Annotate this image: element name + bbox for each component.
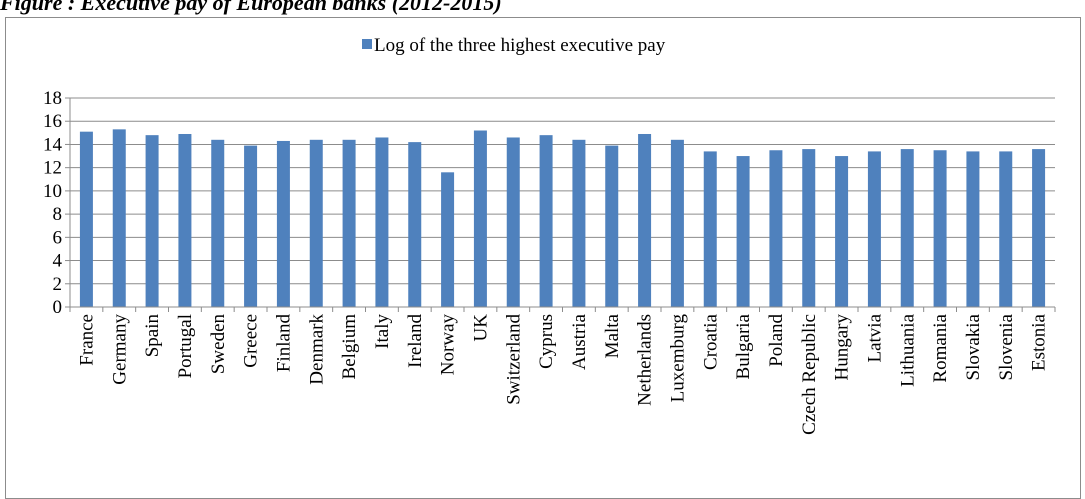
y-tick-label: 4 bbox=[53, 251, 63, 272]
x-tick-label: Germany bbox=[109, 314, 130, 385]
bar-hungary bbox=[835, 156, 849, 307]
bar-uk bbox=[473, 130, 487, 307]
bar-finland bbox=[276, 140, 290, 307]
bar-latvia bbox=[867, 151, 881, 307]
bar-romania bbox=[933, 150, 947, 307]
x-tick-label: Slovakia bbox=[963, 313, 984, 380]
x-tick-label: Luxemburg bbox=[667, 314, 688, 403]
x-tick-label: Greece bbox=[241, 314, 262, 368]
bar-slovakia bbox=[966, 151, 980, 307]
x-tick-label: Lithuania bbox=[897, 313, 918, 386]
x-axis: France Germany Spain Portugal Sweden Greece Fi… bbox=[69, 306, 1056, 435]
x-tick-label: Italy bbox=[372, 314, 393, 349]
bar-germany bbox=[112, 129, 126, 307]
bar-poland bbox=[769, 150, 783, 307]
x-tick-label: Austria bbox=[569, 313, 590, 370]
bar-slovenia bbox=[999, 151, 1013, 307]
bar-portugal bbox=[178, 133, 192, 307]
x-tick-label: Netherlands bbox=[635, 314, 656, 406]
x-tick-label: Estonia bbox=[1029, 313, 1050, 371]
bar-france bbox=[79, 131, 93, 307]
legend-swatch bbox=[362, 39, 372, 49]
y-tick-label: 2 bbox=[53, 274, 63, 295]
bar-sweden bbox=[211, 139, 225, 307]
x-tick-label: UK bbox=[470, 314, 491, 342]
x-tick-label: Denmark bbox=[306, 314, 327, 385]
x-tick-label: France bbox=[76, 314, 97, 366]
x-tick-label: Belgium bbox=[339, 314, 360, 380]
bar-croatia bbox=[703, 151, 717, 307]
y-tick-label: 6 bbox=[53, 227, 63, 248]
bar-lithuania bbox=[900, 149, 914, 307]
x-tick-label: Bulgaria bbox=[733, 313, 754, 379]
x-tick-label: Slovenia bbox=[996, 313, 1017, 380]
y-tick-label: 18 bbox=[43, 88, 62, 109]
x-tick-label: Sweden bbox=[208, 314, 229, 375]
y-tick-label: 10 bbox=[43, 181, 62, 202]
x-tick-label: Switzerland bbox=[503, 314, 524, 405]
bar-ireland bbox=[408, 142, 422, 307]
bar-denmark bbox=[309, 139, 323, 307]
bar-belgium bbox=[342, 139, 356, 307]
legend-label: Log of the three highest executive pay bbox=[374, 35, 666, 56]
bar-cyprus bbox=[539, 135, 553, 307]
x-tick-label: Finland bbox=[273, 314, 294, 373]
y-tick-label: 8 bbox=[53, 204, 63, 225]
bar-malta bbox=[605, 145, 619, 307]
bar-italy bbox=[375, 137, 389, 307]
x-tick-label: Cyprus bbox=[536, 314, 557, 369]
x-tick-label: Hungary bbox=[832, 314, 853, 381]
bar-netherlands bbox=[638, 133, 652, 307]
x-tick-label: Ireland bbox=[405, 314, 426, 368]
x-tick-label: Portugal bbox=[175, 314, 196, 378]
x-tick-label: Poland bbox=[766, 314, 787, 367]
bar-spain bbox=[145, 135, 159, 307]
gridlines bbox=[70, 97, 1055, 308]
bar-austria bbox=[572, 139, 586, 307]
bar-greece bbox=[244, 145, 258, 307]
x-tick-label: Malta bbox=[602, 313, 623, 358]
figure-title: Figure : Executive pay of European banks… bbox=[0, 0, 502, 15]
x-tick-label: Czech Republic bbox=[799, 314, 820, 435]
bar-czech-republic bbox=[802, 149, 816, 307]
legend: Log of the three highest executive pay bbox=[362, 35, 666, 56]
bar-switzerland bbox=[506, 137, 520, 307]
x-tick-label: Croatia bbox=[700, 313, 721, 369]
x-tick-label: Norway bbox=[438, 314, 459, 376]
bar-bulgaria bbox=[736, 156, 750, 307]
y-tick-label: 14 bbox=[43, 134, 63, 155]
y-tick-label: 0 bbox=[53, 297, 63, 318]
bar-chart: Log of the three highest executive pay 0… bbox=[43, 35, 1056, 435]
y-tick-label: 12 bbox=[43, 158, 62, 179]
x-tick-label: Latvia bbox=[864, 313, 885, 362]
x-tick-label: Spain bbox=[142, 314, 163, 358]
bar-estonia bbox=[1032, 149, 1046, 307]
bar-luxemburg bbox=[670, 139, 684, 307]
y-tick-label: 16 bbox=[43, 111, 62, 132]
bars bbox=[79, 129, 1046, 307]
x-tick-label: Romania bbox=[930, 313, 951, 382]
bar-norway bbox=[441, 172, 455, 307]
